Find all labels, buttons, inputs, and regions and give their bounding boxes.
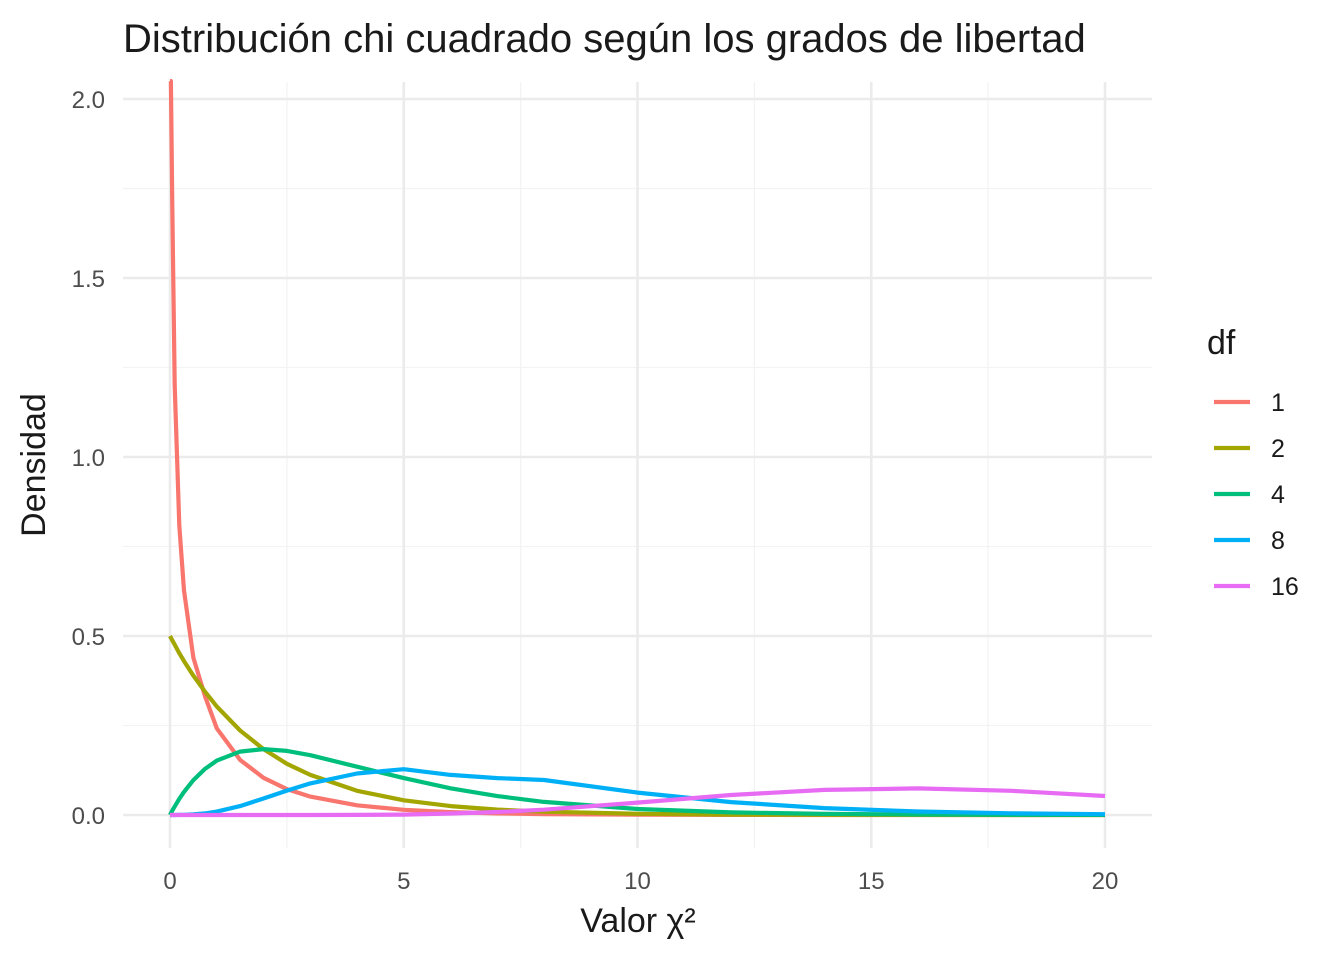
legend-label-df-2: 2 <box>1271 435 1285 463</box>
x-axis-title: Valor χ² <box>580 902 695 940</box>
legend-label-df-16: 16 <box>1271 573 1299 601</box>
grid <box>123 82 1152 848</box>
legend-title: df <box>1207 324 1236 362</box>
y-axis-ticks: 0.0 0.5 1.0 1.5 2.0 <box>72 87 105 830</box>
y-tick-label: 2.0 <box>72 87 105 114</box>
x-tick-label: 20 <box>1092 868 1119 895</box>
y-tick-label: 0.0 <box>72 803 105 830</box>
x-tick-label: 10 <box>624 868 651 895</box>
legend-label-df-4: 4 <box>1271 481 1285 509</box>
y-tick-label: 0.5 <box>72 624 105 651</box>
series-lines <box>168 78 1106 818</box>
series-line-df-4 <box>168 746 1106 818</box>
chart-title: Distribución chi cuadrado según los grad… <box>123 17 1086 61</box>
x-tick-label: 5 <box>397 868 410 895</box>
legend-label-df-8: 8 <box>1271 527 1285 555</box>
y-axis-title: Densidad <box>15 393 53 537</box>
y-tick-label: 1.0 <box>72 445 105 472</box>
series-line-df-16 <box>168 786 1106 818</box>
x-axis-ticks: 0 5 10 15 20 <box>163 868 1118 895</box>
x-tick-label: 0 <box>163 868 176 895</box>
legend: df 1 2 4 8 16 <box>1207 324 1299 601</box>
legend-label-df-1: 1 <box>1271 389 1285 417</box>
y-tick-label: 1.5 <box>72 266 105 293</box>
x-tick-label: 15 <box>858 868 885 895</box>
